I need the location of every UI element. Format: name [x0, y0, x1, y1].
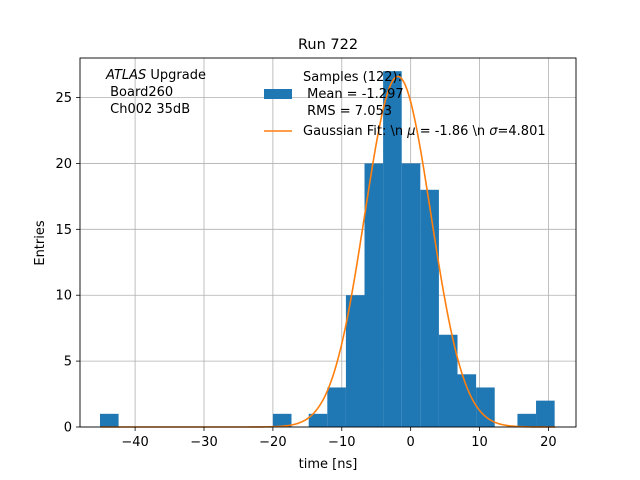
histogram-bar	[383, 71, 402, 427]
y-axis-label: Entries	[33, 220, 48, 266]
chart-title: Run 722	[298, 37, 358, 53]
svg-text:ATLAS Upgrade: ATLAS Upgrade	[105, 68, 206, 83]
legend: Samples (122): Mean = -1.297 RMS = 7.053…	[264, 70, 546, 139]
histogram-bar	[272, 413, 292, 427]
histogram-bar	[438, 334, 458, 427]
x-tick-label: −20	[259, 435, 286, 450]
atlas-annotation: ATLAS Upgrade Board260 Ch002 35dB	[105, 68, 206, 117]
x-axis-ticks: −40 −30 −20 −10 0 10 20	[121, 427, 557, 450]
annotation-channel: Ch002 35dB	[106, 102, 190, 117]
x-axis-label: time [ns]	[299, 457, 358, 472]
histogram-bar	[401, 163, 421, 427]
plot-frame	[79, 57, 577, 428]
atlas-label: ATLAS	[105, 68, 146, 83]
legend-rms: RMS = 7.053	[303, 104, 392, 119]
legend-samples: Samples (122):	[303, 70, 402, 85]
histogram-bar	[517, 413, 537, 427]
histogram-bar	[536, 400, 555, 427]
histogram-bar	[457, 374, 477, 427]
annotation-board: Board260	[106, 85, 173, 100]
x-tick-label: 0	[407, 435, 415, 450]
histogram-bar	[99, 413, 119, 427]
annotation-upgrade: Upgrade	[146, 68, 206, 83]
y-tick-label: 15	[55, 223, 72, 238]
y-tick-label: 5	[64, 355, 72, 370]
y-tick-label: 20	[55, 157, 72, 172]
x-tick-label: −40	[121, 435, 148, 450]
histogram-bar	[420, 189, 439, 427]
y-tick-label: 10	[55, 289, 72, 304]
x-tick-label: 20	[540, 435, 557, 450]
x-tick-label: −10	[328, 435, 355, 450]
histogram-bar	[476, 387, 495, 427]
histogram-bar	[345, 295, 365, 427]
y-tick-label: 0	[64, 421, 72, 436]
y-axis-ticks: 0 5 10 15 20 25	[55, 91, 80, 436]
legend-histogram-swatch	[264, 89, 292, 99]
legend-mean: Mean = -1.297	[303, 87, 404, 102]
histogram-bar	[364, 163, 384, 427]
x-tick-label: 10	[471, 435, 488, 450]
x-tick-label: −30	[190, 435, 217, 450]
histogram-bar	[327, 387, 346, 427]
legend-fit-label: Gaussian Fit: \n μ = -1.86 \n σ=4.801	[303, 124, 546, 139]
histogram-bars	[99, 71, 555, 427]
y-tick-label: 25	[55, 91, 72, 106]
histogram-bar	[308, 413, 328, 427]
